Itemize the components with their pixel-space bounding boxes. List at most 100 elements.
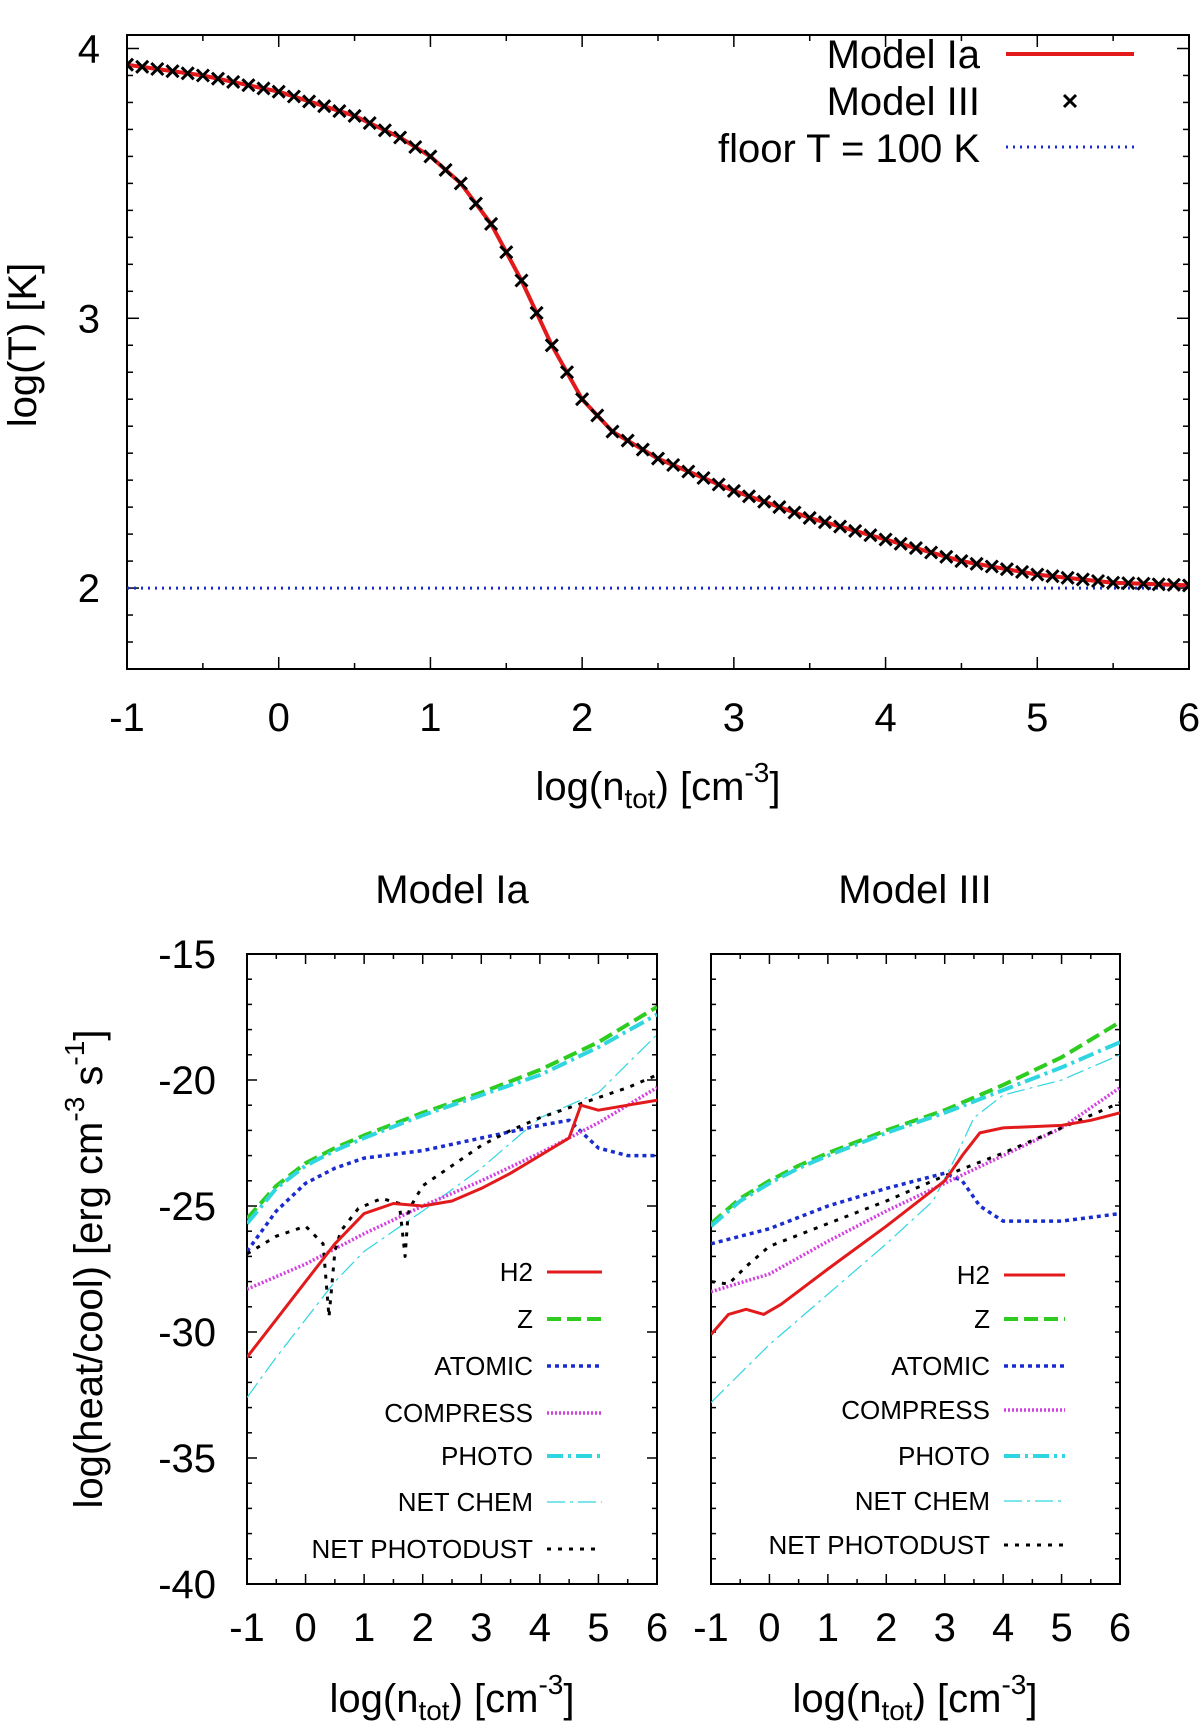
series-model-iii-point [878,532,893,547]
model-ia-series [247,1005,657,1398]
series-model-iii-point [423,149,438,164]
series-model-iii-point [1106,575,1121,590]
iii-series-h2 [711,1111,1120,1336]
model-ia-title: Model Ia [375,868,529,912]
ia-series-photo [247,1012,657,1225]
legend-model-iii-label: Model III [827,80,980,124]
series-model-iii-point [165,64,180,79]
top-x-tick-label: 1 [419,696,441,740]
series-model-iii-point [696,470,711,486]
iii-series-photo [711,1040,1120,1228]
series-model-iii-point [863,528,878,543]
series-model-iii-point [453,176,468,191]
ia-x-tick-label: 2 [412,1606,434,1650]
model-iii-plot: Model III -1 0 1 2 3 4 5 6 log(ntot) [cm-3] H2 Z… [693,868,1131,1726]
model-ia-plot: Model Ia -1 0 1 2 3 4 5 6 -40 -35 -30 -25 -20 -15 lo… [59,868,668,1726]
series-model-iii-point [393,130,408,145]
series-model-iii-point [127,57,135,72]
series-model-iii-point [332,104,347,119]
series-model-iii-point [1151,577,1166,592]
series-model-iii-point [666,457,681,473]
series-model-iii-point [1075,572,1090,587]
top-y-tick-labels: 2 3 4 [78,27,100,611]
series-model-iii-point [787,505,802,520]
series-model-iii-point [362,116,377,131]
model-iii-x-axis-title: log(ntot) [cm-3] [793,1669,1038,1726]
series-model-iii-point [347,108,362,123]
iii-x-tick-label: -1 [693,1606,729,1650]
iii-x-tick-label: 2 [875,1606,897,1650]
model-ia-y-tick-labels: -40 -35 -30 -25 -20 -15 [158,933,216,1607]
series-model-iii-point [924,545,939,560]
top-legend: Model Ia Model III floor T = 100 K [718,33,1134,171]
ia-legend-net-photodust-label: NET PHOTODUST [311,1534,533,1564]
top-series [127,57,1189,593]
top-x-tick-labels: -1 0 1 2 3 4 5 6 [109,696,1200,740]
series-model-iii-point [833,519,848,534]
series-model-iii-point [817,515,832,530]
top-x-axis-title: log(ntot) [cm-3] [536,757,781,814]
top-x-tick-label: 3 [723,696,745,740]
iii-series-z [711,1020,1120,1226]
iii-x-tick-label: 1 [817,1606,839,1650]
series-model-iii-point [1166,577,1181,592]
series-model-iii-point [317,99,332,114]
iii-x-tick-label: 0 [758,1606,780,1650]
series-model-iii-point [1060,570,1075,585]
series-model-iii-point [711,477,726,492]
iii-legend-atomic-label: ATOMIC [891,1351,990,1381]
series-model-iii-point [438,162,453,177]
series-model-iii-point [848,523,863,538]
series-model-iii-point [1030,567,1045,582]
series-model-iii-point [681,464,696,479]
ia-series-net-photodust [247,1073,657,1319]
legend-floor-label: floor T = 100 K [718,127,980,171]
ia-series-net-chem [247,1034,657,1398]
iii-legend-photo-label: PHOTO [898,1441,990,1471]
series-model-iii-point [1045,569,1060,584]
top-y-axis-title: log(T) [K] [1,263,45,427]
series-model-iii-point [150,61,165,77]
series-model-iii-point [969,556,984,571]
top-y-tick-label: 2 [78,567,100,611]
ia-x-tick-label: 6 [646,1606,668,1650]
ia-series-h2 [247,1098,657,1359]
series-model-iii-point [939,549,954,564]
ia-legend-compress-label: COMPRESS [384,1398,533,1428]
series-model-iii-point [908,541,923,556]
series-model-iii-point [999,562,1014,577]
top-x-tick-label: -1 [109,696,145,740]
series-model-iii-point [635,442,650,457]
series-model-iii-point [590,408,605,423]
ia-legend-h2-label: H2 [500,1257,533,1287]
series-model-ia-line [127,62,1189,588]
series-model-iii-point [210,71,226,86]
ia-x-tick-label: 3 [470,1606,492,1650]
legend-model-iii-marker [1062,93,1078,109]
ia-legend-z-label: Z [517,1304,533,1334]
ia-x-tick-label: 1 [353,1606,375,1650]
iii-legend-h2-label: H2 [957,1260,990,1290]
series-model-iii-point [271,84,286,99]
ia-y-tick-label: -30 [158,1311,216,1355]
series-model-iii-point [484,216,499,231]
ia-legend-photo-label: PHOTO [441,1441,533,1471]
bottom-y-axis-title: log(heat/cool) [erg cm-3 s-1] [59,1030,111,1509]
ia-y-tick-label: -40 [158,1563,216,1607]
ia-y-tick-label: -35 [158,1437,216,1481]
series-model-iii-point [605,424,620,439]
series-model-iii-point [241,78,256,93]
iii-series-net-photodust [711,1101,1120,1286]
series-model-iii-point [302,94,317,109]
series-model-iii-point [893,536,908,551]
series-model-iii-point [1136,576,1151,591]
iii-x-tick-label: 3 [934,1606,956,1650]
series-model-iii-point [499,245,514,260]
ia-legend-atomic-label: ATOMIC [434,1351,533,1381]
ia-series-compress [247,1086,657,1291]
series-model-iii-point [620,433,635,448]
iii-series-atomic [711,1171,1120,1246]
iii-legend-net-chem-label: NET CHEM [855,1486,990,1516]
legend-model-ia-label: Model Ia [827,33,981,77]
model-ia-x-axis-title: log(ntot) [cm-3] [330,1669,575,1726]
